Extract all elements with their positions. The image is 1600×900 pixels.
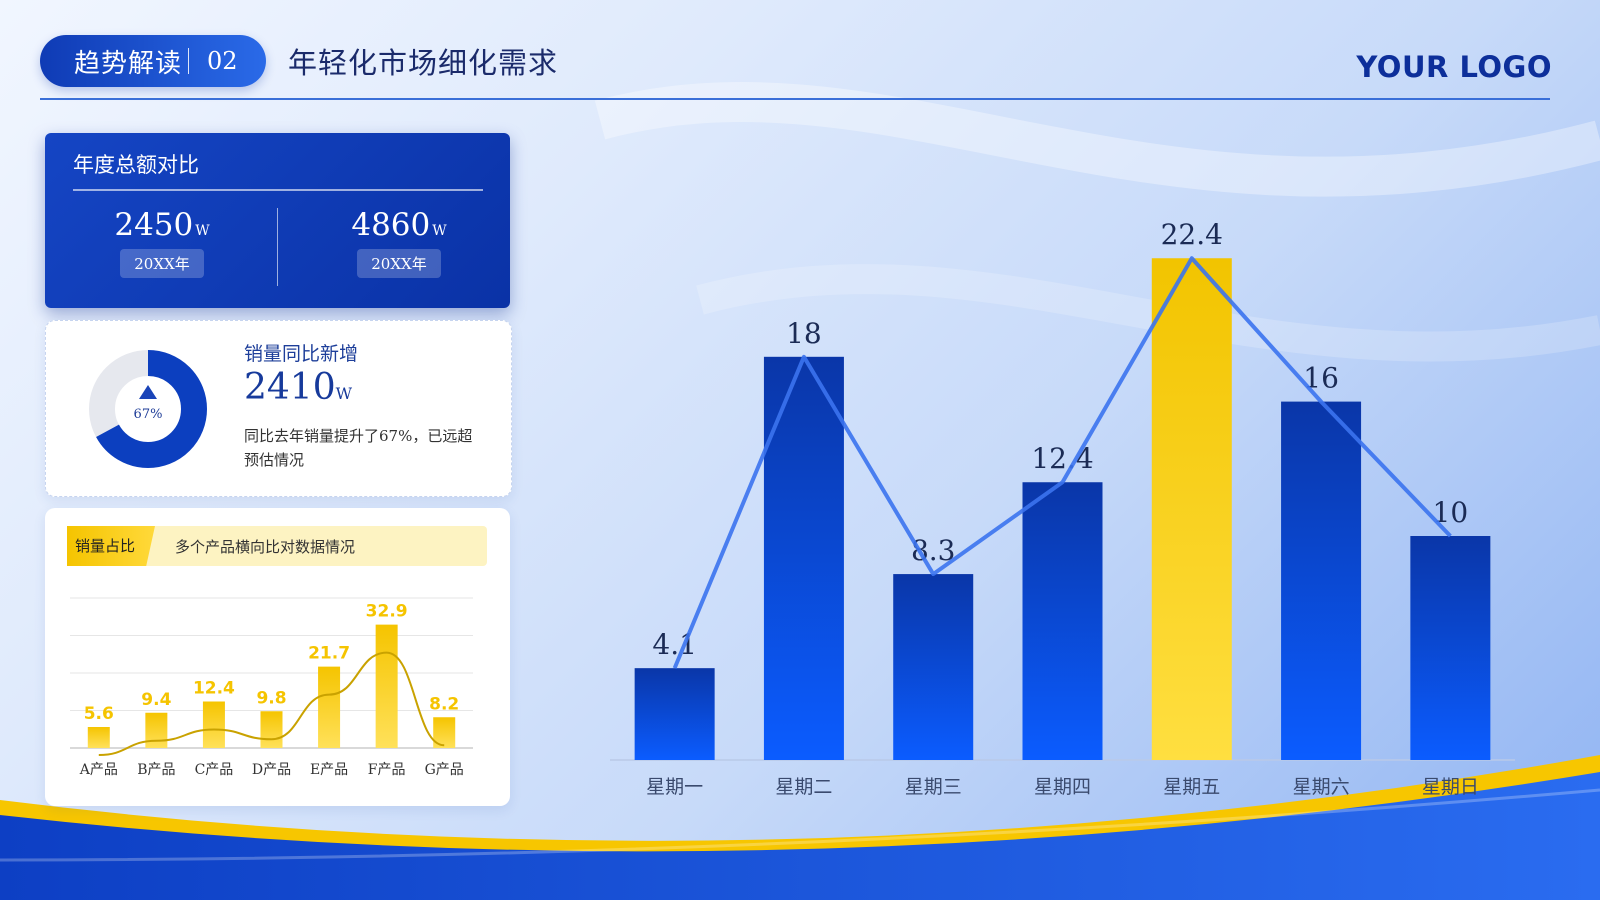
product-bar: [375, 624, 398, 748]
growth-description: 同比去年销量提升了67%，已远超预估情况: [244, 427, 473, 469]
product-bar: [318, 666, 341, 748]
day-value-label: 18: [786, 317, 822, 350]
day-category-label: 星期二: [775, 776, 832, 798]
day-category-label: 星期三: [905, 776, 962, 798]
sales-growth-card: 67% 销量同比新增 2410W 同比去年销量提升了67%，已远超预估情况: [45, 320, 512, 497]
product-bar: [87, 727, 110, 748]
sales-share-card: 销量占比 多个产品横向比对数据情况 5.6 A产品 9.4 B产品 12.4 C产品 9.8…: [45, 508, 510, 806]
day-category-label: 星期五: [1163, 776, 1220, 798]
day-category-label: 星期日: [1422, 776, 1479, 798]
product-category-label: F产品: [368, 762, 406, 778]
day-value-label: 22.4: [1161, 218, 1223, 251]
product-value-label: 8.2: [429, 694, 459, 714]
logo: YOUR LOGO: [1356, 50, 1552, 84]
product-bar: [202, 701, 225, 748]
product-category-label: G产品: [425, 762, 464, 778]
product-category-label: E产品: [310, 762, 348, 778]
growth-unit: W: [335, 384, 353, 403]
metric-year: 20XX年: [120, 249, 204, 278]
donut-progress: [89, 350, 207, 468]
section-badge: 趋势解读 02: [40, 35, 266, 87]
metric-value: 4860: [351, 207, 431, 243]
page-title: 年轻化市场细化需求: [288, 46, 559, 80]
product-value-label: 9.4: [141, 690, 171, 710]
product-share-chart: 5.6 A产品 9.4 B产品 12.4 C产品 9.8 D产品 21.7 E产品 32.9 F产品 8…: [70, 597, 473, 778]
day-bar: [1410, 536, 1491, 760]
metric-unit: W: [432, 223, 447, 239]
donut-chart: [89, 350, 207, 468]
day-bar: [763, 356, 844, 760]
product-category-label: D产品: [252, 762, 291, 778]
product-category-label: B产品: [137, 762, 175, 778]
up-arrow-icon: [139, 385, 157, 399]
annual-metric-1: 2450 W 20XX年: [72, 207, 252, 278]
annual-total-card: 年度总额对比 2450 W 20XX年 4860 W 20XX年: [45, 133, 510, 308]
annual-card-divider: [277, 208, 278, 286]
product-bar: [145, 712, 168, 748]
day-bar: [1022, 482, 1103, 760]
annual-card-rule: [73, 189, 483, 191]
product-bar: [433, 717, 456, 748]
trend-line: [672, 256, 1452, 669]
product-value-label: 5.6: [84, 704, 114, 724]
section-tag: 趋势解读: [74, 48, 183, 79]
section-separator: [188, 48, 190, 74]
growth-value-row: 2410W: [244, 367, 352, 408]
section-number: 02: [207, 47, 238, 75]
annual-card-title: 年度总额对比: [73, 153, 199, 177]
growth-title: 销量同比新增: [244, 343, 359, 365]
growth-donut: 67%: [88, 349, 208, 469]
donut-percent: 67%: [133, 407, 163, 422]
day-bar: [1281, 401, 1362, 760]
metric-value: 2450: [114, 207, 194, 243]
day-category-label: 星期一: [646, 776, 703, 798]
share-tag: 销量占比: [67, 526, 155, 566]
product-category-label: C产品: [195, 762, 234, 778]
metric-unit: W: [195, 223, 210, 239]
product-value-label: 21.7: [308, 644, 350, 664]
share-subtitle: 多个产品横向比对数据情况: [175, 538, 356, 556]
highlight-bar: [1151, 258, 1232, 760]
day-category-label: 星期六: [1293, 776, 1350, 798]
product-value-label: 9.8: [256, 688, 286, 708]
day-bar: [634, 668, 715, 760]
metric-year: 20XX年: [357, 249, 441, 278]
product-trend-line: [98, 651, 445, 756]
day-bar: [893, 574, 974, 760]
product-category-label: A产品: [79, 762, 118, 778]
product-value-label: 32.9: [366, 602, 408, 622]
product-value-label: 12.4: [193, 679, 235, 699]
growth-value: 2410: [244, 367, 336, 408]
annual-metric-2: 4860 W 20XX年: [309, 207, 489, 278]
header-divider: [40, 98, 1550, 100]
day-category-label: 星期四: [1034, 776, 1091, 798]
